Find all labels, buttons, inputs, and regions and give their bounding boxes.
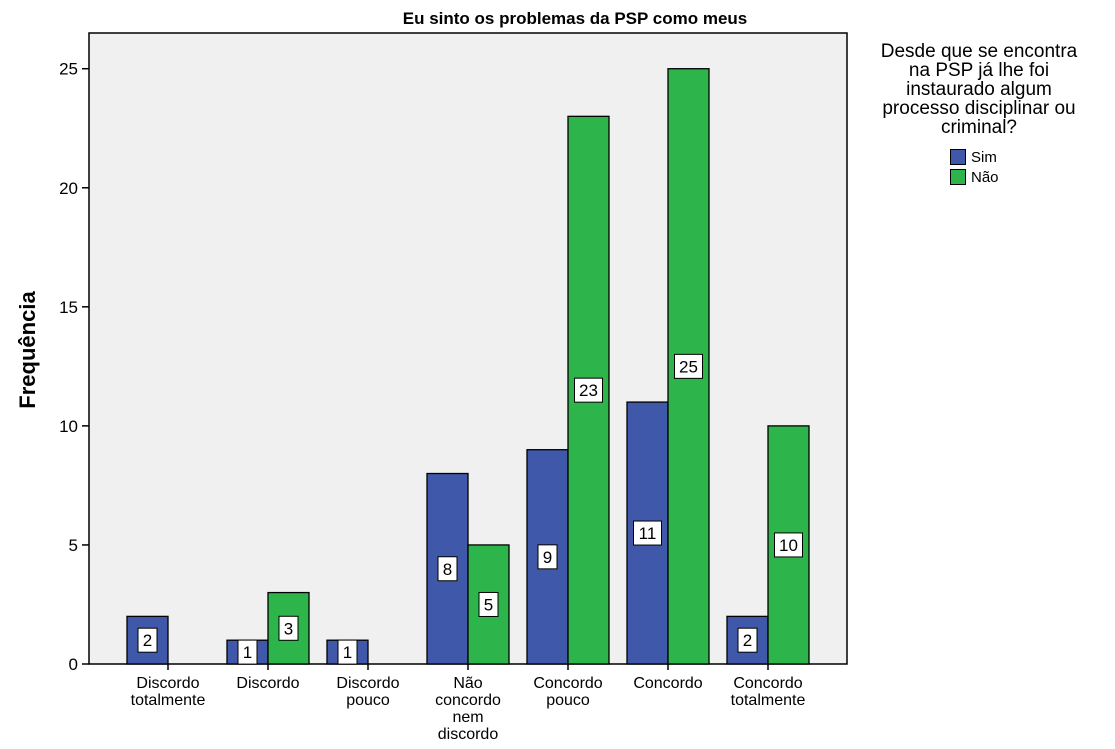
data-label-box	[574, 377, 603, 403]
data-label-box	[478, 591, 499, 617]
x-tick-label: Não concordo nem discordo	[435, 675, 501, 743]
x-tick-label: Discordo	[236, 675, 299, 692]
y-tick-label: 25	[59, 60, 78, 79]
data-label: 2	[743, 631, 752, 650]
y-tick-label: 10	[59, 417, 78, 436]
data-label: 11	[639, 524, 657, 543]
chart-title: Eu sinto os problemas da PSP como meus	[403, 9, 748, 28]
x-axis: Discordo totalmente Discordo Discordo pouco N…	[131, 664, 806, 743]
data-label-box	[337, 639, 358, 665]
legend-label-sim: Sim	[971, 148, 997, 166]
legend-swatch-sim	[950, 149, 966, 165]
y-tick-label: 20	[59, 179, 78, 198]
data-label: 25	[679, 357, 698, 376]
bar-sim-3	[426, 472, 469, 665]
legend-item-sim: Sim	[950, 147, 1110, 167]
legend-title: Desde que se encontra na PSP já lhe foi …	[880, 41, 1078, 138]
x-tick-label: Discordo pouco	[336, 675, 399, 709]
data-label-box	[774, 532, 803, 558]
data-label: 3	[284, 619, 293, 638]
legend-item-nao: Não	[950, 167, 1110, 187]
legend-label-nao: Não	[971, 168, 999, 186]
x-tick-label: Concordo pouco	[533, 675, 602, 709]
data-label-box	[437, 556, 458, 582]
y-axis: 0 5 10 15 20 25	[59, 60, 89, 674]
data-label: 8	[443, 560, 452, 579]
legend-swatch-nao	[950, 169, 966, 185]
data-label-box	[633, 520, 662, 546]
data-label-box	[237, 639, 258, 665]
x-tick-label: Concordo totalmente	[731, 675, 806, 709]
legend: Desde que se encontra na PSP já lhe foi …	[848, 42, 1110, 187]
y-tick-label: 15	[59, 298, 78, 317]
y-tick-label: 0	[69, 655, 78, 674]
data-label: 10	[779, 536, 798, 555]
data-label: 5	[484, 595, 493, 614]
data-label-box	[278, 615, 299, 641]
data-label-box	[137, 627, 158, 653]
y-axis-label: Frequência	[15, 291, 40, 409]
y-tick-label: 5	[69, 536, 78, 555]
x-tick-label: Concordo	[633, 675, 702, 692]
data-label-box	[537, 544, 558, 570]
data-label: 23	[579, 381, 598, 400]
data-label: 9	[543, 548, 552, 567]
data-label-box	[674, 353, 703, 379]
x-tick-label: Discordo totalmente	[131, 675, 206, 709]
legend-items: Sim Não	[848, 147, 1110, 187]
data-label: 1	[343, 643, 352, 662]
data-label: 1	[243, 643, 252, 662]
data-label: 2	[143, 631, 152, 650]
data-label-box	[737, 627, 758, 653]
